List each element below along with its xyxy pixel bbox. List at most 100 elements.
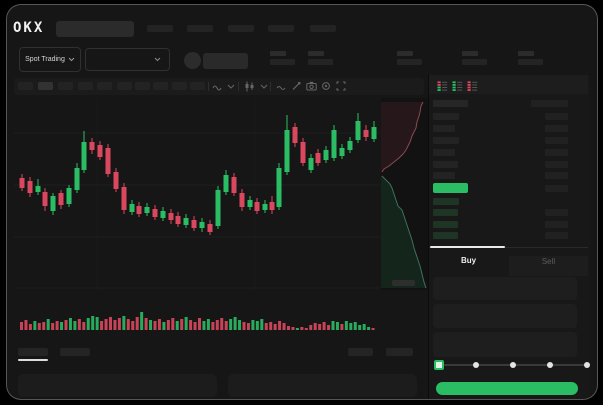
depth-chart[interactable] (381, 98, 428, 290)
nav-item[interactable] (268, 25, 294, 32)
nav-item[interactable] (147, 25, 173, 32)
bottom-action-pill[interactable] (386, 348, 413, 356)
nav-item[interactable] (187, 25, 213, 32)
tab-sell[interactable]: Sell (509, 256, 588, 276)
ask-row[interactable] (429, 125, 588, 133)
price-bar (433, 209, 458, 216)
bid-row[interactable] (429, 232, 588, 240)
price-bar (433, 125, 455, 132)
indicator-icon[interactable] (212, 82, 222, 92)
stat-label-bar (518, 51, 534, 56)
ask-row[interactable] (429, 113, 588, 121)
stat-value-bar (462, 59, 487, 65)
price-bar (433, 113, 459, 120)
nav-item[interactable] (228, 25, 254, 32)
line-chart-icon[interactable] (276, 82, 286, 92)
order-input[interactable] (433, 332, 577, 357)
timeframe-pill[interactable] (58, 82, 73, 90)
price-bar (433, 149, 455, 156)
amount-bar (545, 172, 568, 179)
last-price-row[interactable] (429, 183, 588, 194)
timeframe-pill[interactable] (117, 82, 132, 90)
orderbook-layout-icon[interactable] (437, 81, 448, 92)
slider-handle[interactable] (434, 360, 444, 370)
nav-item[interactable] (310, 25, 336, 32)
timeframe-pill[interactable] (172, 82, 187, 90)
last-price-bar (433, 183, 468, 193)
amount-bar (545, 209, 568, 216)
stat-value-bar (397, 59, 422, 65)
timeframe-pill[interactable] (135, 82, 150, 90)
camera-icon[interactable] (306, 81, 317, 91)
bid-row[interactable] (429, 221, 588, 229)
amount-bar (545, 232, 568, 239)
bottom-tab-history[interactable] (60, 348, 90, 356)
volume-chart (20, 312, 375, 330)
slider-dot[interactable] (584, 362, 590, 368)
stat-value-bar (518, 59, 543, 65)
pair-avatar (184, 52, 201, 69)
chart-toolbar (14, 78, 424, 95)
amount-bar (545, 113, 568, 120)
bid-row[interactable] (429, 209, 588, 217)
orderbook-column-headers[interactable] (429, 100, 588, 108)
amount-bar (531, 100, 568, 107)
toolbar-divider (208, 82, 209, 91)
panel-divider (428, 75, 429, 399)
fullscreen-icon[interactable] (336, 81, 346, 91)
orders-table-placeholder (228, 374, 417, 397)
candlestick-chart[interactable] (14, 98, 380, 290)
ask-row[interactable] (429, 172, 588, 180)
bottom-action-pill[interactable] (348, 348, 373, 356)
ask-row[interactable] (429, 161, 588, 169)
timeframe-pill[interactable] (97, 82, 112, 90)
pair-action-button[interactable] (203, 53, 248, 69)
stat-label-bar (270, 51, 286, 56)
timeframe-pill[interactable] (18, 82, 33, 90)
timeframe-pill[interactable] (153, 82, 168, 90)
timeframe-pill[interactable] (190, 82, 205, 90)
candle-style-icon[interactable] (244, 81, 255, 92)
amount-bar (545, 161, 568, 168)
buy-tab-indicator (430, 246, 505, 248)
amount-bar (545, 149, 568, 156)
slider-dot[interactable] (510, 362, 516, 368)
price-bar (433, 172, 455, 179)
stat-value-bar (270, 59, 295, 65)
slider-dot[interactable] (473, 362, 479, 368)
chevron-down-icon[interactable] (260, 84, 268, 90)
price-bar (433, 198, 459, 205)
buy-submit-button[interactable] (436, 382, 578, 395)
chevron-down-icon[interactable] (227, 84, 235, 90)
app-window: OKX Spot Trading (6, 4, 598, 400)
orderbook-layout-icon[interactable] (467, 81, 478, 92)
pair-selector-dropdown[interactable] (85, 48, 170, 71)
market-type-dropdown[interactable]: Spot Trading (19, 47, 81, 72)
timeframe-pill[interactable] (78, 82, 93, 90)
depth-label-pill[interactable] (392, 280, 415, 286)
price-bar (433, 137, 459, 144)
chevron-down-icon (154, 57, 161, 62)
okx-logo[interactable]: OKX (13, 20, 45, 36)
search-input[interactable] (56, 21, 134, 37)
bid-row[interactable] (429, 198, 588, 206)
ask-row[interactable] (429, 149, 588, 157)
slider-dot[interactable] (547, 362, 553, 368)
settings-icon[interactable] (321, 81, 331, 91)
price-bar (433, 221, 458, 228)
bottom-tab-orders[interactable] (18, 348, 48, 356)
price-bar (433, 100, 468, 107)
ask-row[interactable] (429, 137, 588, 145)
order-input[interactable] (433, 304, 577, 328)
timeframe-pill[interactable] (38, 82, 53, 90)
orderbook-layout-icon[interactable] (452, 81, 463, 92)
order-input[interactable] (433, 277, 577, 300)
orders-table-placeholder (18, 374, 217, 397)
stat-label-bar (308, 51, 324, 56)
draw-tool-icon[interactable] (291, 81, 301, 91)
stat-label-bar (462, 51, 478, 56)
tab-buy[interactable]: Buy (460, 256, 477, 265)
content: OKX Spot Trading (7, 5, 597, 399)
active-tab-underline (18, 359, 48, 361)
